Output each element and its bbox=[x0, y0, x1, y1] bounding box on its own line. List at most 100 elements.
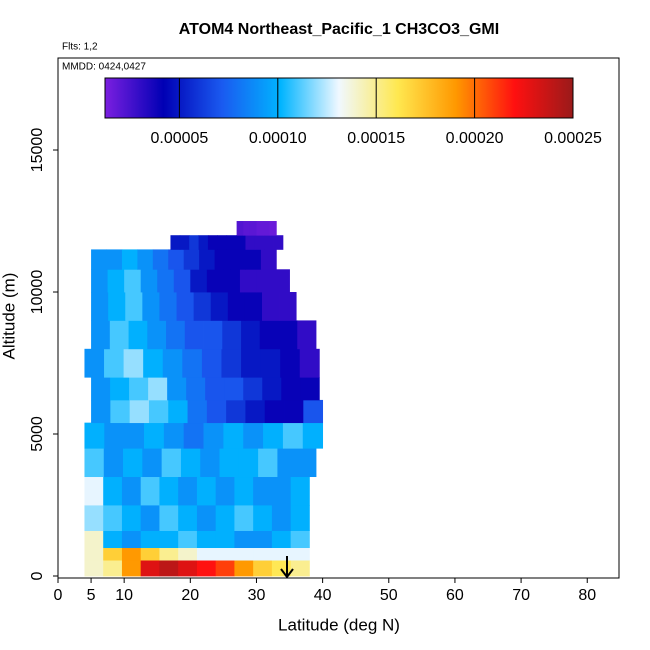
cell bbox=[236, 221, 244, 236]
cell bbox=[84, 422, 105, 449]
cell bbox=[163, 422, 185, 449]
cell bbox=[223, 269, 241, 293]
cell bbox=[166, 320, 186, 350]
cell bbox=[159, 505, 179, 531]
cell bbox=[103, 560, 123, 577]
cell bbox=[271, 505, 292, 531]
colorbar-tick-label: 0.00010 bbox=[249, 130, 307, 147]
cell bbox=[140, 269, 158, 293]
cell bbox=[271, 476, 292, 506]
cell bbox=[152, 249, 169, 270]
cell bbox=[110, 377, 130, 401]
cell bbox=[91, 399, 111, 424]
cell bbox=[104, 348, 125, 378]
arrow-head bbox=[280, 568, 294, 579]
y-tick-label: 5000 bbox=[29, 416, 46, 452]
cell bbox=[201, 348, 222, 378]
cell bbox=[159, 476, 179, 506]
cell bbox=[271, 547, 292, 561]
x-tick-label: 0 bbox=[54, 587, 63, 604]
cell bbox=[263, 422, 284, 449]
cell bbox=[91, 320, 111, 350]
cell bbox=[179, 235, 190, 250]
cell bbox=[196, 560, 217, 577]
cell bbox=[178, 476, 198, 506]
cell bbox=[106, 249, 123, 270]
cell bbox=[103, 547, 123, 561]
plot-frame bbox=[57, 57, 620, 579]
cell bbox=[148, 377, 168, 401]
cell bbox=[167, 377, 187, 401]
x-tick-label: 60 bbox=[446, 587, 464, 604]
cell bbox=[121, 505, 142, 531]
cell bbox=[159, 292, 177, 321]
cell bbox=[260, 249, 277, 270]
cell bbox=[264, 399, 285, 424]
cell bbox=[125, 292, 143, 321]
cell bbox=[253, 530, 273, 549]
cell bbox=[296, 448, 317, 478]
cell bbox=[203, 422, 224, 449]
x-tick-label: 20 bbox=[181, 587, 199, 604]
cell bbox=[196, 476, 217, 506]
cell bbox=[159, 547, 179, 561]
cell bbox=[299, 348, 320, 378]
cell bbox=[142, 292, 160, 321]
y-tick-label: 15000 bbox=[29, 128, 46, 173]
cell bbox=[206, 399, 227, 424]
cell bbox=[243, 422, 264, 449]
x-axis-label: Latitude (deg N) bbox=[278, 615, 400, 634]
cell bbox=[189, 235, 199, 250]
cell bbox=[184, 320, 204, 350]
cell bbox=[144, 422, 165, 449]
cell bbox=[260, 348, 281, 378]
cell bbox=[103, 476, 123, 506]
cell bbox=[180, 448, 201, 478]
x-tick-label: 80 bbox=[578, 587, 596, 604]
cell bbox=[241, 348, 262, 378]
cell bbox=[254, 235, 265, 250]
cell bbox=[196, 547, 217, 561]
cell bbox=[273, 269, 290, 293]
cell bbox=[226, 235, 237, 250]
cell bbox=[129, 399, 150, 424]
cell bbox=[239, 269, 257, 293]
cell bbox=[168, 399, 188, 424]
colorbar-tick-label: 0.00020 bbox=[446, 130, 504, 147]
x-tick-label: 70 bbox=[512, 587, 530, 604]
cell bbox=[215, 505, 235, 531]
cell bbox=[264, 235, 274, 250]
cell bbox=[91, 249, 107, 270]
cell bbox=[198, 235, 209, 250]
cell bbox=[193, 292, 212, 321]
cell bbox=[206, 269, 224, 293]
cell bbox=[249, 221, 257, 236]
cell bbox=[279, 292, 297, 321]
cell bbox=[227, 292, 246, 321]
cell bbox=[84, 530, 104, 549]
cell bbox=[84, 560, 104, 577]
cell bbox=[262, 377, 282, 401]
colorbar-tick-label: 0.00005 bbox=[150, 130, 208, 147]
cell bbox=[196, 505, 217, 531]
cell bbox=[91, 377, 111, 401]
cell bbox=[253, 560, 273, 577]
cell bbox=[290, 505, 310, 531]
cell bbox=[142, 448, 163, 478]
cell bbox=[129, 377, 149, 401]
cell bbox=[253, 505, 273, 531]
cell bbox=[236, 235, 246, 250]
cell bbox=[124, 422, 145, 449]
cell bbox=[178, 560, 198, 577]
colorbar bbox=[104, 77, 574, 119]
cell bbox=[187, 399, 208, 424]
cell bbox=[84, 547, 104, 561]
cell bbox=[148, 399, 169, 424]
cell bbox=[161, 448, 182, 478]
cell bbox=[190, 269, 208, 293]
y-tick-label: 10000 bbox=[29, 270, 46, 315]
cell bbox=[176, 292, 195, 321]
cell bbox=[159, 530, 179, 549]
cell bbox=[140, 505, 160, 531]
